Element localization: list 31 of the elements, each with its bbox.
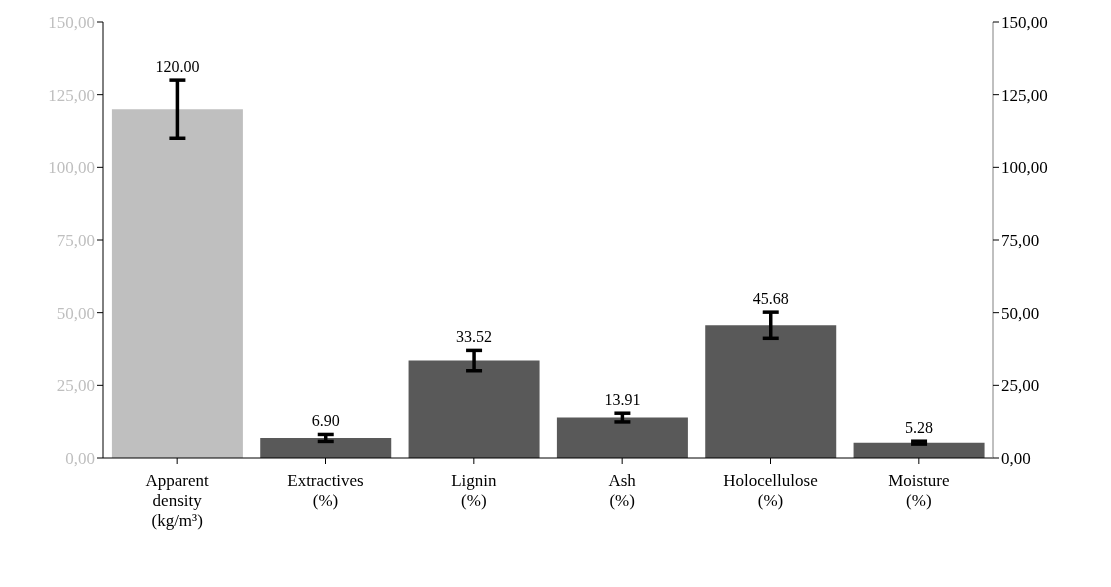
y2-tick-label: 75,00 [1001, 231, 1040, 251]
data-label: 45.68 [752, 290, 789, 308]
bar [705, 325, 837, 458]
y-tick-label: 75,00 [56, 231, 95, 251]
y2-tick-label: 100,00 [1001, 158, 1048, 178]
y2-tick-label: 50,00 [1001, 303, 1040, 323]
x-tick-label: Moisture (%) [888, 471, 950, 510]
y2-tick-label: 125,00 [1001, 85, 1048, 105]
x-tick-label: Holocellulose (%) [723, 471, 818, 510]
y-tick-label: 0,00 [65, 449, 95, 469]
data-label: 5.28 [905, 419, 934, 437]
y-tick-label: 125,00 [48, 85, 95, 105]
y2-tick-label: 25,00 [1001, 376, 1040, 396]
y2-tick-label: 0,00 [1001, 449, 1031, 469]
x-tick-label: Ash (%) [608, 471, 637, 510]
bar [260, 437, 392, 458]
y-tick-label: 150,00 [48, 13, 95, 33]
bar [408, 360, 540, 458]
data-label: 6.90 [311, 412, 340, 430]
x-tick-label: Extractives (%) [287, 471, 364, 510]
y2-tick-label: 150,00 [1001, 13, 1048, 33]
data-label: 120.00 [155, 58, 200, 76]
x-tick-label: Lignin (%) [451, 471, 497, 510]
bar [853, 442, 985, 458]
bar [556, 417, 688, 458]
data-label: 33.52 [456, 328, 493, 346]
data-label: 13.91 [604, 391, 641, 409]
y-tick-label: 100,00 [48, 158, 95, 178]
y-tick-label: 25,00 [56, 376, 95, 396]
x-tick-label: Apparent density (kg/m³) [145, 471, 210, 530]
y-tick-label: 50,00 [56, 303, 95, 323]
